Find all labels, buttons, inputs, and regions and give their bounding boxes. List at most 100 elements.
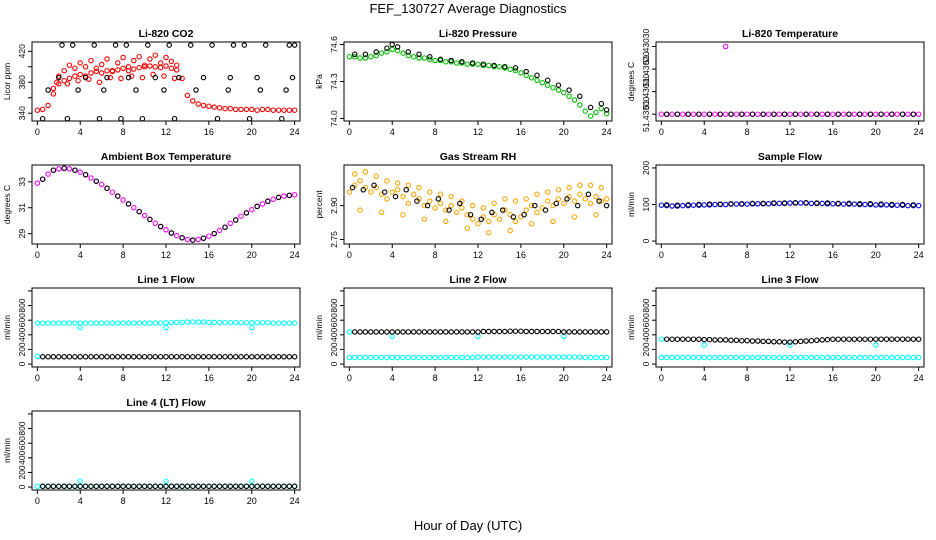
data-point: [66, 354, 73, 360]
data-point: [56, 354, 62, 360]
data-point: [862, 201, 868, 208]
data-point: [894, 202, 900, 208]
y-tick-label: 33: [17, 177, 27, 187]
data-point: [249, 354, 255, 360]
data-point: [566, 184, 572, 191]
data-point: [291, 354, 298, 360]
data-point: [351, 54, 358, 60]
chart-panel-10: Line 4 (LT) Flow ml/min 0 4 8 12 16 20 24 0 200400…: [2, 397, 301, 506]
data-point: [34, 180, 41, 186]
data-point: [712, 337, 718, 343]
data-point: [464, 211, 471, 218]
data-point: [712, 111, 718, 117]
x-tick-label: 16: [516, 127, 526, 137]
data-point: [851, 201, 858, 207]
data-point: [389, 46, 395, 53]
data-point: [674, 354, 681, 361]
data-point: [403, 187, 409, 193]
data-point: [147, 216, 153, 223]
data-point: [39, 115, 46, 122]
data-point: [190, 483, 196, 490]
x-tick-label: 4: [702, 373, 707, 383]
data-point: [259, 354, 266, 360]
data-point: [394, 44, 401, 50]
data-point: [50, 85, 57, 92]
data-point: [883, 111, 890, 117]
data-point: [45, 483, 51, 490]
y-tick-label: 600: [17, 313, 27, 327]
data-point: [400, 193, 406, 200]
data-point: [502, 354, 508, 360]
series-2: [39, 165, 293, 243]
data-point: [421, 202, 428, 209]
data-point: [378, 329, 385, 335]
y-tick-label: 340: [17, 106, 27, 120]
data-point: [275, 354, 282, 360]
data-point: [878, 354, 884, 361]
data-point: [701, 202, 707, 208]
data-point: [131, 57, 137, 64]
data-point: [64, 115, 71, 122]
data-point: [214, 115, 221, 122]
data-point: [469, 354, 476, 361]
data-point: [749, 338, 756, 344]
data-point: [161, 73, 167, 79]
data-point: [93, 483, 100, 490]
data-point: [163, 54, 169, 61]
data-point: [69, 42, 76, 48]
data-point: [206, 319, 212, 326]
data-point: [518, 354, 524, 360]
data-point: [93, 178, 100, 184]
data-point: [349, 184, 356, 191]
y-axis-label: degrees C: [626, 62, 636, 101]
data-point: [512, 65, 519, 71]
data-point: [765, 338, 772, 345]
data-point: [279, 115, 285, 122]
y-axis-label: ml/min: [626, 192, 636, 217]
y-tick-label: 31: [17, 203, 27, 213]
data-point: [118, 75, 124, 82]
data-point: [163, 324, 169, 331]
x-tick-label: 24: [602, 250, 612, 260]
data-point: [291, 483, 298, 490]
data-point: [187, 42, 194, 48]
data-point: [232, 319, 239, 326]
data-point: [179, 483, 185, 490]
data-point: [115, 354, 121, 360]
data-point: [696, 354, 702, 361]
data-point: [275, 194, 282, 201]
data-point: [755, 354, 761, 361]
data-point: [905, 202, 911, 209]
data-point: [862, 111, 868, 117]
data-point: [701, 354, 707, 361]
data-point: [728, 201, 734, 207]
data-point: [469, 216, 476, 222]
data-point: [577, 329, 583, 335]
data-point: [437, 329, 444, 335]
data-point: [77, 354, 83, 360]
data-point: [883, 202, 890, 208]
data-point: [421, 216, 428, 222]
data-point: [384, 49, 390, 55]
data-point: [571, 198, 578, 204]
x-tick-label: 8: [745, 127, 750, 137]
x-tick-label: 24: [290, 250, 300, 260]
data-point: [107, 74, 114, 81]
data-point: [241, 42, 248, 48]
data-point: [561, 333, 567, 340]
data-point: [787, 342, 793, 348]
data-point: [528, 75, 535, 81]
chart-panel-5: Gas Stream RH percent 0 4 8 12 16 20 24 2.75 2.90: [314, 151, 613, 260]
data-point: [728, 354, 734, 361]
data-point: [77, 478, 83, 484]
data-point: [475, 354, 481, 360]
data-point: [910, 202, 917, 208]
data-point: [566, 329, 572, 335]
data-point: [899, 201, 906, 208]
data-point: [603, 202, 610, 209]
data-point: [696, 336, 702, 342]
data-point: [249, 106, 255, 113]
data-point: [905, 354, 911, 361]
data-point: [803, 111, 809, 117]
data-point: [163, 227, 169, 233]
